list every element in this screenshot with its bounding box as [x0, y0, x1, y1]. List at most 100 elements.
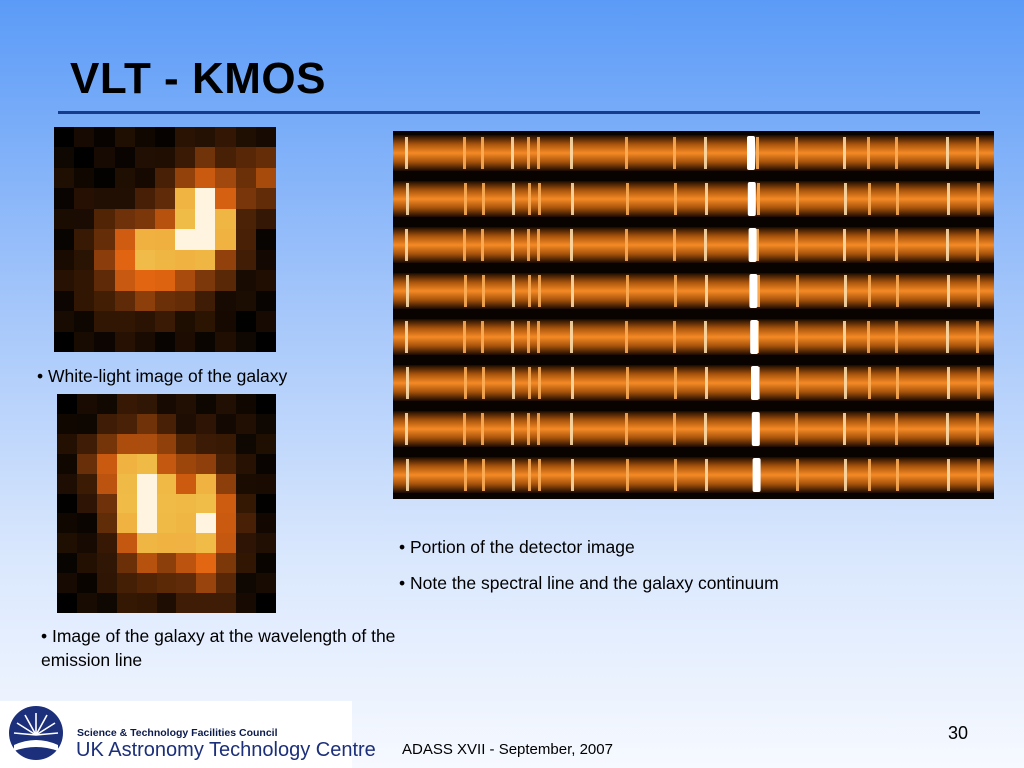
image-pixel: [196, 394, 217, 414]
image-pixel: [196, 573, 217, 594]
image-pixel: [94, 311, 115, 332]
image-pixel: [54, 208, 75, 230]
image-pixel: [196, 553, 217, 574]
image-pixel: [175, 290, 196, 312]
image-pixel: [136, 493, 157, 514]
spectrum-stripe: [393, 181, 994, 217]
image-pixel: [196, 433, 217, 454]
image-pixel: [235, 127, 256, 148]
sky-line: [868, 275, 871, 307]
sky-line: [538, 183, 541, 215]
sky-line: [406, 275, 409, 307]
spectrum-stripe: [393, 411, 994, 447]
image-pixel: [215, 208, 236, 230]
image-pixel: [256, 473, 276, 494]
image-pixel: [175, 270, 196, 291]
image-pixel: [134, 290, 155, 312]
image-pixel: [94, 208, 115, 230]
image-pixel: [216, 413, 237, 434]
sky-line: [795, 413, 798, 445]
image-pixel: [74, 147, 95, 168]
sky-line: [538, 367, 541, 399]
sky-line: [538, 459, 541, 491]
image-pixel: [216, 493, 237, 514]
image-pixel: [196, 473, 217, 494]
image-pixel: [236, 513, 257, 534]
image-pixel: [195, 249, 216, 271]
sky-line: [976, 413, 979, 445]
image-pixel: [196, 413, 217, 434]
sky-line: [537, 137, 540, 169]
image-pixel: [94, 229, 115, 250]
sky-line: [481, 413, 484, 445]
image-pixel: [74, 270, 95, 291]
image-pixel: [196, 593, 217, 613]
image-pixel: [116, 413, 137, 434]
image-pixel: [236, 473, 257, 494]
image-pixel: [94, 290, 115, 312]
image-pixel: [74, 208, 95, 230]
emission-line: [751, 412, 760, 446]
emission-line: [748, 228, 757, 262]
image-pixel: [154, 147, 176, 168]
image-pixel: [57, 573, 77, 594]
image-pixel: [57, 394, 77, 414]
slide-title: VLT - KMOS: [70, 54, 326, 103]
image-pixel: [57, 473, 77, 494]
image-pixel: [256, 573, 276, 594]
image-pixel: [114, 290, 135, 312]
image-pixel: [176, 513, 197, 534]
image-pixel: [57, 433, 77, 454]
image-pixel: [175, 167, 196, 189]
image-pixel: [76, 453, 97, 474]
sky-line: [796, 459, 799, 491]
page-number: 30: [948, 723, 969, 743]
image-pixel: [176, 533, 197, 554]
sky-line: [674, 275, 677, 307]
image-pixel: [57, 553, 77, 574]
image-pixel: [176, 493, 197, 514]
sky-line: [528, 367, 531, 399]
image-pixel: [116, 573, 137, 594]
image-pixel: [54, 331, 75, 352]
image-pixel: [134, 188, 155, 209]
image-pixel: [134, 311, 155, 332]
sky-line: [537, 413, 540, 445]
image-pixel: [216, 433, 237, 454]
image-pixel: [235, 208, 256, 230]
sky-line: [626, 183, 629, 215]
sky-line: [844, 459, 847, 491]
image-pixel: [134, 147, 155, 168]
sky-line: [570, 321, 573, 353]
image-pixel: [215, 249, 236, 271]
image-pixel: [114, 229, 135, 250]
sky-line: [867, 229, 870, 261]
sky-line: [705, 183, 708, 215]
image-pixel: [235, 290, 256, 312]
sky-line: [756, 229, 759, 261]
image-pixel: [54, 188, 75, 209]
image-pixel: [255, 188, 276, 209]
sky-line: [482, 367, 485, 399]
image-pixel: [74, 249, 95, 271]
image-pixel: [136, 394, 157, 414]
sky-line: [481, 229, 484, 261]
image-pixel: [196, 453, 217, 474]
image-pixel: [196, 533, 217, 554]
sky-line: [867, 413, 870, 445]
image-pixel: [116, 493, 137, 514]
sky-line: [537, 321, 540, 353]
image-pixel: [154, 188, 176, 209]
image-pixel: [136, 473, 157, 494]
image-pixel: [235, 147, 256, 168]
image-pixel: [255, 249, 276, 271]
image-pixel: [255, 147, 276, 168]
sky-line: [868, 459, 871, 491]
image-pixel: [236, 433, 257, 454]
stfc-council-label: Science & Technology Facilities Council: [77, 727, 278, 739]
image-pixel: [57, 513, 77, 534]
sky-line: [844, 275, 847, 307]
white-light-caption: • White-light image of the galaxy: [37, 366, 288, 386]
image-pixel: [136, 413, 157, 434]
sky-line: [570, 137, 573, 169]
